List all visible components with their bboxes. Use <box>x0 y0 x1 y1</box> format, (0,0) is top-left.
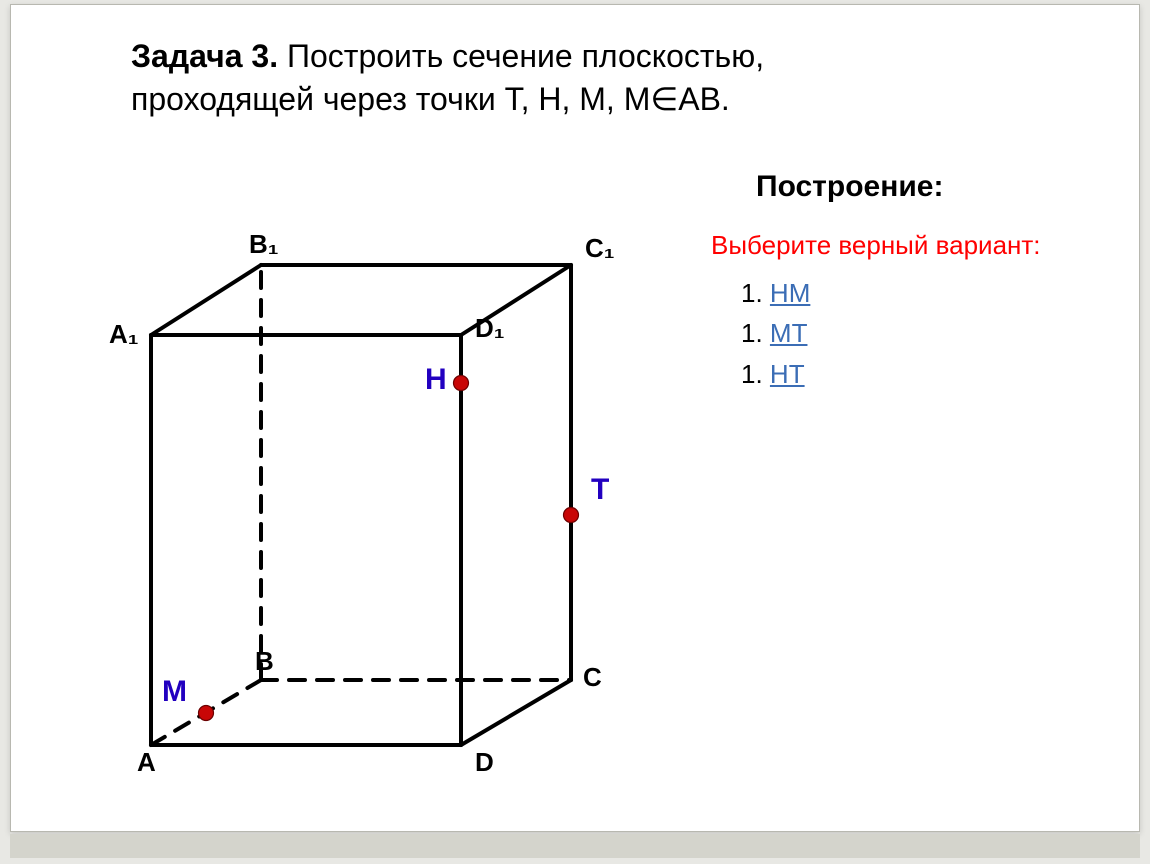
option-1: 1. НМ <box>741 273 810 313</box>
option-2: 1. МТ <box>741 313 810 353</box>
task-text: Задача 3. Построить сечение плоскостью, … <box>131 35 764 121</box>
svg-text:H: H <box>425 363 447 396</box>
svg-text:A₁: A₁ <box>109 319 139 349</box>
options-list: 1. НМ 1. МТ 1. НТ <box>741 273 810 394</box>
task-line2: проходящей через точки Т, Н, М, М∈АВ. <box>131 81 730 117</box>
svg-text:A: A <box>137 747 156 777</box>
task-label: Задача 3. <box>131 38 278 74</box>
slide-area: Задача 3. Построить сечение плоскостью, … <box>10 4 1140 832</box>
task-line1: Построить сечение плоскостью, <box>278 38 764 74</box>
prism-diagram: A B C D A₁ B₁ C₁ D₁ M H T <box>91 205 651 805</box>
construction-title: Построение: <box>756 170 943 204</box>
svg-text:D: D <box>475 747 494 777</box>
svg-text:T: T <box>591 473 609 506</box>
svg-text:D₁: D₁ <box>475 313 505 343</box>
svg-text:C₁: C₁ <box>585 233 615 263</box>
svg-text:B: B <box>255 646 274 676</box>
svg-text:M: M <box>162 675 187 708</box>
option-link-mt[interactable]: МТ <box>770 318 808 348</box>
option-num: 1. <box>741 318 763 348</box>
option-link-hm[interactable]: НМ <box>770 278 810 308</box>
option-link-ht[interactable]: НТ <box>770 359 805 389</box>
footer-bar <box>10 834 1140 858</box>
option-3: 1. НТ <box>741 354 810 394</box>
svg-text:C: C <box>583 662 602 692</box>
option-num: 1. <box>741 278 763 308</box>
instruction-text: Выберите верный вариант: <box>711 230 1041 261</box>
option-num: 1. <box>741 359 763 389</box>
svg-text:B₁: B₁ <box>249 229 279 259</box>
